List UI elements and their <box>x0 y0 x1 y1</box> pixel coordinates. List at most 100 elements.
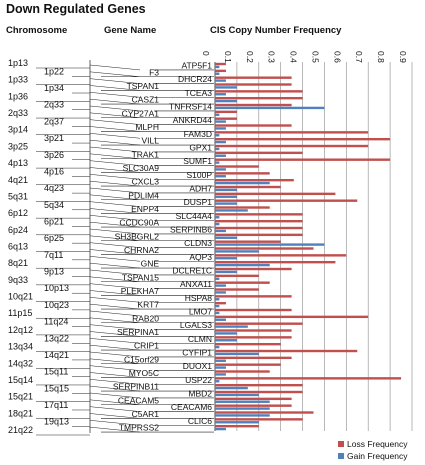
leader-line <box>89 126 141 132</box>
gene-label: SERPINA1 <box>117 327 159 337</box>
gain-bar <box>215 72 220 75</box>
gene-label: MBD2 <box>188 388 212 398</box>
loss-bar <box>215 247 314 250</box>
loss-bar <box>215 213 303 216</box>
leader-line <box>89 262 141 269</box>
loss-bar <box>215 219 303 223</box>
chromosome-label: 9q33 <box>8 275 28 285</box>
loss-bar <box>215 418 303 421</box>
leader-line <box>89 119 141 125</box>
gene-name-header: Gene Name <box>104 25 157 36</box>
gain-bar <box>215 345 220 349</box>
gain-bar <box>215 127 226 130</box>
gain-bar <box>215 427 226 431</box>
legend: Loss Frequency Gain Frequency <box>338 438 407 462</box>
chromosome-label: 8q21 <box>8 258 28 268</box>
loss-bar <box>215 301 226 305</box>
gene-label: TCEA3 <box>185 88 213 98</box>
gain-bar <box>215 65 220 69</box>
gain-bar <box>215 188 237 192</box>
x-tick-label: 0.9 <box>398 51 408 63</box>
gene-label: TSPAN1 <box>127 81 160 91</box>
leader-line <box>89 420 141 426</box>
leader-line <box>89 98 141 105</box>
gain-bar <box>215 168 226 171</box>
gain-bar <box>215 99 237 103</box>
gain-bar <box>215 175 226 178</box>
chromosome-label: 14q32 <box>8 358 33 368</box>
loss-bar <box>215 240 281 243</box>
gain-bar <box>215 407 270 410</box>
gain-bar <box>215 140 226 144</box>
gain-bar <box>215 304 220 308</box>
gene-label: TSPAN15 <box>122 272 159 282</box>
leader-line <box>89 399 141 405</box>
gene-label: ADH7 <box>189 183 212 193</box>
gain-bar <box>215 154 226 157</box>
leader-line <box>89 201 141 207</box>
leader-line <box>89 290 141 296</box>
x-tick-label: 0 <box>201 51 211 56</box>
gain-bar <box>215 359 226 362</box>
chromosome-label: 15q11 <box>44 367 68 377</box>
loss-bar <box>215 131 369 134</box>
gene-label: DHCR24 <box>178 74 212 84</box>
gain-bar <box>215 386 248 390</box>
loss-bar <box>215 329 292 332</box>
gene-label: ANXA11 <box>180 279 212 289</box>
legend-loss-label: Loss Frequency <box>347 439 408 449</box>
chromosome-label: 15q21 <box>8 392 33 402</box>
gene-label: AQP3 <box>189 252 212 262</box>
gain-bar <box>215 79 226 82</box>
loss-bar <box>215 165 259 168</box>
legend-loss: Loss Frequency <box>338 438 407 450</box>
loss-bar <box>215 288 259 291</box>
leader-line <box>89 133 141 139</box>
loss-bar <box>215 192 336 196</box>
leader-line <box>89 338 141 344</box>
gain-bar <box>215 270 237 274</box>
leader-line <box>89 78 141 84</box>
loss-bar <box>215 206 270 209</box>
gene-label: SERPINB11 <box>113 382 159 392</box>
leader-line <box>89 242 141 248</box>
chromosome-label: 3p25 <box>8 141 28 151</box>
loss-bar <box>215 144 369 148</box>
loss-bar <box>215 383 303 387</box>
chromosome-label: 18q21 <box>8 408 33 418</box>
leader-line <box>89 344 141 351</box>
leader-line <box>89 406 141 412</box>
gain-bar <box>215 298 220 301</box>
gain-bar <box>215 229 226 233</box>
gain-bar <box>215 277 220 280</box>
legend-gain-swatch <box>338 453 344 459</box>
leader-line <box>89 249 141 255</box>
chromosome-label: 1p22 <box>44 66 64 76</box>
chromosome-label: 14q21 <box>44 350 69 360</box>
loss-bar <box>215 377 402 380</box>
leader-line <box>89 317 141 323</box>
loss-bar <box>215 390 303 394</box>
leader-line <box>89 167 141 173</box>
gene-label: C15orf29 <box>124 354 159 364</box>
chromosome-label: 10q21 <box>8 292 33 302</box>
leader-line <box>89 351 141 358</box>
loss-bar <box>215 342 281 346</box>
gain-bar <box>215 352 259 356</box>
loss-bar <box>215 117 237 120</box>
loss-bar <box>215 172 270 175</box>
chromosome-label: 1p34 <box>44 83 64 93</box>
loss-bar <box>215 103 292 107</box>
gene-label: CLMN <box>188 334 212 344</box>
gene-label: LMO7 <box>189 306 212 316</box>
chromosome-label: 13q22 <box>44 333 69 343</box>
loss-bar <box>215 226 303 230</box>
chromosome-label: 3p14 <box>8 125 28 135</box>
gain-bar <box>215 421 259 424</box>
loss-bar <box>215 151 303 155</box>
leader-line <box>89 256 141 262</box>
chromosome-label: 1p36 <box>8 91 28 101</box>
chromosome-label: 10q23 <box>44 300 69 310</box>
loss-bar <box>215 336 292 339</box>
